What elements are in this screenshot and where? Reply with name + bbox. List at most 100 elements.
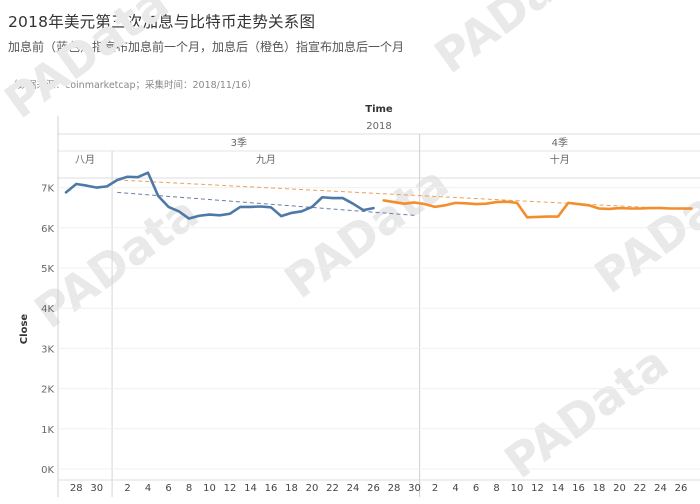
data-point	[259, 205, 262, 208]
data-point	[423, 203, 426, 205]
data-point	[311, 205, 313, 208]
y-tick-label: 1K	[41, 425, 54, 436]
x-tick-label: 6	[473, 483, 479, 494]
x-tick-label: 2	[124, 483, 130, 494]
data-point	[393, 201, 395, 203]
x-tick-label: 30	[408, 483, 421, 494]
data-point	[341, 197, 344, 199]
data-point	[208, 213, 211, 216]
chart-subtitle: 加息前（蓝色）指宣布加息前一个月，加息后（橙色）指宣布加息后一个月	[8, 40, 405, 54]
data-point	[434, 205, 436, 208]
quarter-label: 4季	[552, 137, 568, 149]
data-point	[475, 203, 477, 205]
data-point	[577, 203, 580, 205]
data-point	[680, 207, 682, 210]
trend-line	[117, 191, 415, 216]
data-point	[628, 207, 631, 210]
x-tick-label: 22	[326, 483, 339, 494]
year-label: 2018	[366, 121, 391, 132]
data-point	[659, 207, 662, 210]
data-point	[352, 202, 354, 205]
x-tick-label: 22	[634, 483, 647, 494]
data-point	[413, 201, 416, 204]
x-tick-label: 28	[70, 483, 83, 494]
x-tick-label: 12	[531, 483, 544, 494]
data-point	[239, 205, 242, 208]
data-point	[690, 207, 693, 210]
data-point	[608, 208, 611, 210]
data-point	[516, 201, 518, 204]
data-point	[485, 202, 488, 205]
x-tick-label: 28	[388, 483, 401, 494]
data-point	[116, 179, 119, 181]
data-point	[505, 200, 508, 203]
data-source-note: （数据来源：coinmarketcap；采集时间：2018/11/16）	[8, 80, 257, 91]
data-point	[198, 214, 201, 217]
y-tick-label: 2K	[41, 385, 54, 396]
x-tick-label: 26	[367, 483, 380, 494]
data-point	[229, 212, 231, 215]
data-point	[177, 210, 180, 213]
data-point	[639, 207, 641, 210]
data-point	[444, 204, 447, 207]
month-label: 八月	[75, 154, 95, 166]
x-tick-label: 8	[186, 483, 192, 494]
data-point	[249, 205, 252, 208]
x-tick-label: 8	[493, 483, 499, 494]
y-tick-label: 3K	[41, 344, 54, 355]
data-point	[167, 205, 170, 208]
data-point	[557, 215, 559, 218]
data-point	[321, 196, 324, 199]
watermark-text: PAData	[25, 185, 208, 339]
data-point	[464, 202, 467, 205]
data-point	[587, 204, 590, 207]
x-tick-label: 10	[203, 483, 216, 494]
data-point	[403, 202, 406, 205]
x-tick-label: 2	[432, 483, 438, 494]
data-point	[546, 215, 549, 218]
x-tick-label: 18	[593, 483, 606, 494]
data-point	[372, 207, 375, 210]
data-point	[65, 191, 67, 194]
data-point	[598, 207, 600, 210]
x-tick-label: 24	[654, 483, 667, 494]
x-axis-title: Time	[365, 104, 393, 115]
quarter-label: 3季	[231, 137, 247, 149]
data-point	[75, 183, 78, 185]
data-point	[270, 206, 272, 209]
data-point	[85, 184, 88, 187]
x-tick-label: 10	[511, 483, 524, 494]
data-point	[454, 201, 457, 204]
data-point	[126, 175, 129, 178]
x-tick-label: 4	[145, 483, 151, 494]
watermark-text: PAData	[585, 150, 700, 304]
y-tick-label: 4K	[41, 304, 54, 315]
x-tick-label: 20	[306, 483, 319, 494]
x-tick-label: 16	[572, 483, 585, 494]
x-tick-label: 12	[224, 483, 237, 494]
data-point	[526, 216, 529, 219]
y-axis-title: Close	[19, 314, 30, 345]
data-point	[536, 216, 539, 218]
data-point	[495, 201, 498, 203]
chart-title: 2018年美元第三次加息与比特币走势关系图	[8, 13, 316, 31]
data-point	[218, 214, 221, 217]
x-tick-label: 24	[347, 483, 360, 494]
data-point	[106, 185, 108, 188]
x-tick-label: 18	[285, 483, 298, 494]
month-label: 十月	[550, 153, 570, 166]
y-tick-label: 7K	[41, 184, 54, 195]
data-point	[382, 199, 385, 202]
x-tick-label: 14	[244, 483, 257, 494]
y-tick-label: 0K	[41, 465, 54, 476]
data-point	[649, 207, 652, 210]
watermark-text: PAData	[0, 0, 178, 129]
data-point	[136, 176, 139, 179]
watermark-text: PAData	[495, 335, 678, 489]
x-tick-label: 16	[265, 483, 278, 494]
data-point	[618, 207, 621, 210]
y-tick-label: 5K	[41, 264, 54, 275]
x-tick-label: 26	[675, 483, 688, 494]
x-tick-label: 30	[90, 483, 103, 494]
